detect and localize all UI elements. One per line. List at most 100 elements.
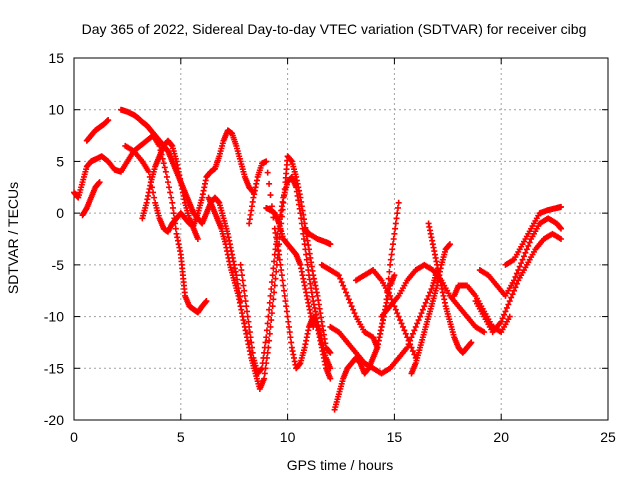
data-point [348, 303, 355, 310]
data-point [268, 310, 275, 317]
data-point [387, 261, 394, 268]
data-point [276, 251, 283, 258]
data-point [305, 267, 312, 274]
data-point [512, 284, 519, 291]
data-point [401, 327, 408, 334]
chart-title: Day 365 of 2022, Sidereal Day-to-day VTE… [82, 21, 587, 37]
x-tick-label: 5 [177, 429, 185, 445]
data-point [391, 272, 398, 279]
y-tick-label: 15 [48, 50, 64, 66]
data-point [389, 241, 396, 248]
data-point [519, 256, 526, 263]
data-point [301, 241, 308, 248]
data-point [402, 330, 409, 337]
x-tick-label: 0 [70, 429, 78, 445]
data-point [239, 277, 246, 284]
data-point [246, 323, 253, 330]
data-point [266, 306, 273, 313]
data-point [265, 313, 272, 320]
data-point [167, 189, 174, 196]
series-track-18 [408, 241, 453, 377]
data-point [419, 306, 426, 313]
data-point [263, 334, 270, 341]
data-points [71, 106, 565, 413]
data-point [281, 292, 288, 299]
data-point [243, 303, 250, 310]
y-tick-label: 0 [56, 205, 64, 221]
data-point [417, 313, 424, 320]
data-point [558, 225, 565, 232]
series-track-17 [425, 220, 475, 356]
data-point [392, 220, 399, 227]
data-point [194, 236, 201, 242]
data-point [170, 210, 177, 217]
series-track-9 [246, 158, 334, 382]
data-point [282, 298, 289, 305]
data-point [242, 298, 249, 305]
data-point [277, 261, 284, 268]
series-track-15 [352, 267, 419, 361]
data-point [337, 275, 344, 282]
data-point [283, 308, 290, 315]
data-point [163, 173, 170, 180]
series-track-2 [79, 179, 103, 219]
y-tick-label: 10 [48, 102, 64, 118]
data-point [272, 246, 279, 253]
data-point [285, 318, 292, 325]
data-point [427, 289, 433, 296]
data-point [415, 317, 422, 324]
data-point [278, 272, 285, 279]
data-point [302, 246, 309, 253]
data-point [412, 323, 419, 330]
data-point [269, 272, 276, 279]
data-point [96, 179, 103, 186]
data-point [411, 327, 418, 334]
data-point [499, 315, 506, 322]
series-track-21 [476, 215, 565, 299]
data-point [341, 285, 348, 292]
y-tick-label: 5 [56, 153, 64, 169]
data-point [261, 344, 268, 351]
data-point [344, 292, 351, 299]
data-point [506, 313, 513, 320]
data-point [394, 310, 401, 317]
data-point [286, 323, 293, 330]
data-point [350, 306, 357, 313]
data-point [260, 354, 267, 361]
data-point [558, 203, 565, 210]
data-point [270, 265, 277, 272]
data-point [286, 329, 293, 336]
data-point [342, 289, 349, 296]
data-point [203, 298, 210, 305]
x-tick-label: 15 [387, 429, 403, 445]
data-point [151, 194, 158, 201]
data-point [287, 334, 294, 341]
data-point [392, 225, 399, 232]
data-point [327, 241, 334, 248]
data-point [397, 317, 404, 324]
data-point [518, 260, 525, 267]
data-point [279, 277, 286, 284]
data-point [511, 277, 518, 284]
data-point [335, 272, 342, 279]
x-tick-label: 20 [493, 429, 509, 445]
data-point [421, 303, 428, 310]
data-point [508, 294, 515, 301]
data-point [270, 296, 277, 303]
data-point [267, 323, 274, 330]
data-point [271, 282, 278, 289]
series-track-3 [83, 117, 112, 144]
data-point [388, 251, 395, 258]
data-point [267, 292, 274, 299]
data-point [264, 320, 271, 327]
data-point [347, 299, 354, 306]
data-point [266, 299, 273, 306]
data-point [239, 272, 246, 279]
data-point [269, 303, 276, 310]
y-tick-label: -15 [44, 360, 64, 376]
data-point [246, 329, 253, 336]
data-point [501, 311, 508, 318]
data-point [241, 287, 248, 294]
y-tick-label: -20 [44, 412, 64, 428]
